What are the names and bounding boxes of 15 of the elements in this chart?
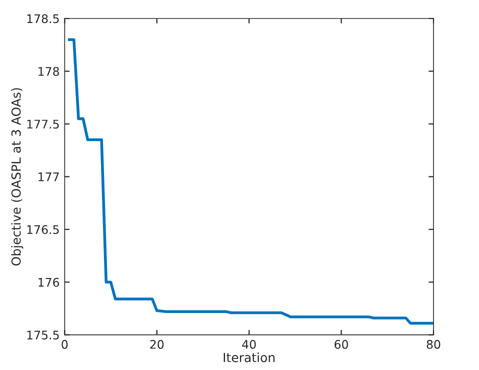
y-tick-label: 176.5	[27, 225, 59, 234]
x-tick-label: 40	[242, 340, 256, 349]
y-tick-label: 175.5	[27, 330, 59, 340]
y-tick-label: 178.5	[27, 14, 59, 24]
x-tick-label: 80	[426, 340, 440, 349]
x-tick-label: 60	[334, 340, 348, 349]
y-tick-label: 176	[38, 278, 60, 287]
x-axis-title: Iteration	[224, 352, 275, 362]
x-tick-label: 0	[62, 340, 68, 349]
y-axis-title: Objective (OASPL at 3 AOAs)	[11, 88, 24, 266]
y-tick-label: 177	[38, 172, 59, 182]
y-tick-label: 178	[38, 66, 59, 76]
line-series	[68, 38, 434, 325]
y-tick-label: 177.5	[27, 120, 59, 129]
x-tick-label: 20	[150, 340, 164, 349]
